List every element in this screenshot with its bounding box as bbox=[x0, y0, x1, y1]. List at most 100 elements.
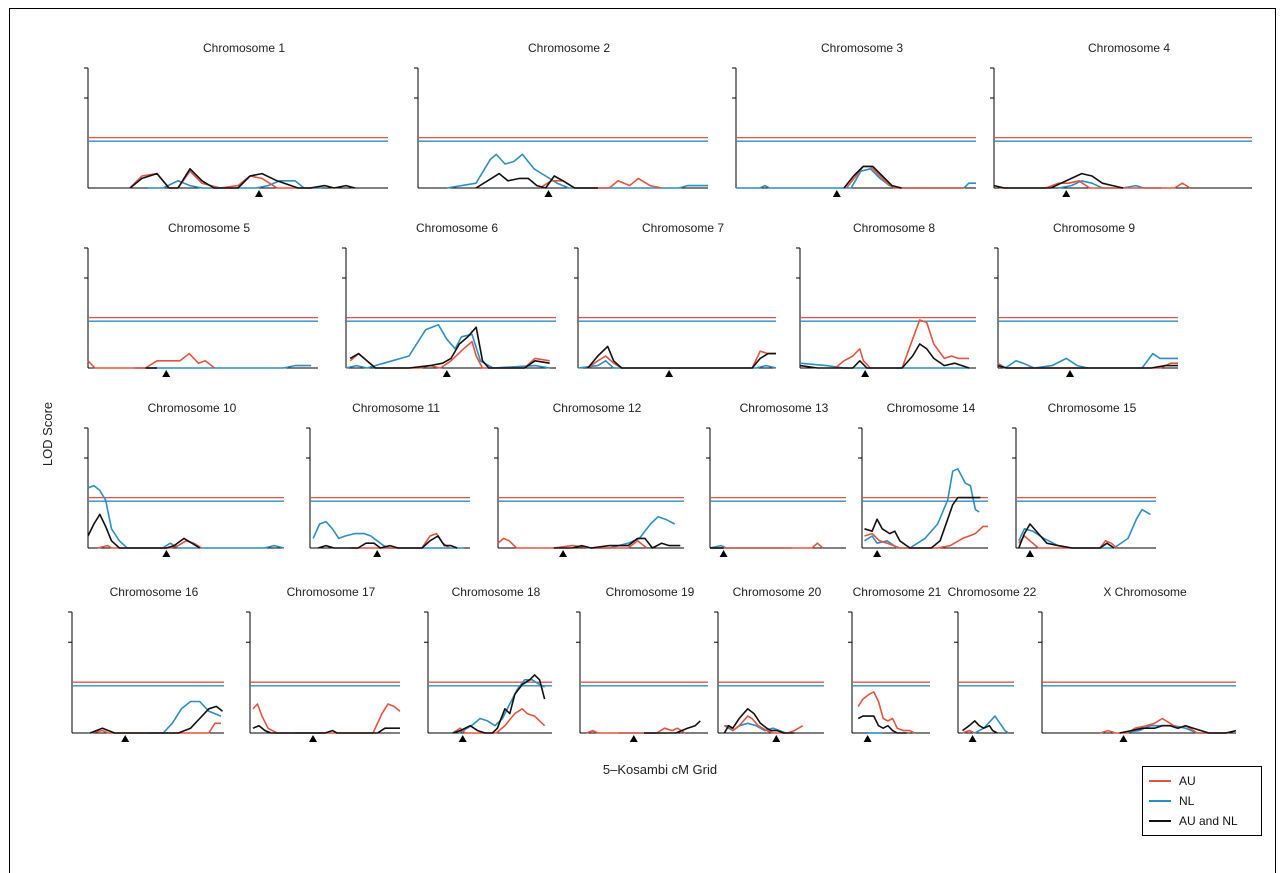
series-line-nl bbox=[148, 700, 222, 734]
centromere-marker bbox=[373, 550, 382, 557]
legend-swatch-au bbox=[1149, 780, 1171, 782]
centromere-marker bbox=[162, 370, 171, 377]
panel-title: Chromosome 11 bbox=[352, 401, 440, 415]
series-line-au-and-nl bbox=[87, 513, 201, 549]
series-line-nl bbox=[134, 364, 312, 369]
centromere-marker bbox=[832, 190, 841, 197]
series-line-au-and-nl bbox=[962, 720, 998, 734]
series-line-au-and-nl bbox=[993, 172, 1124, 189]
legend-label-nl: NL bbox=[1179, 794, 1195, 808]
series-line-au-and-nl bbox=[129, 168, 356, 189]
centromere-marker bbox=[442, 370, 451, 377]
series-line-au bbox=[497, 537, 648, 549]
legend-entry-au-and-nl: AU and NL bbox=[1149, 813, 1238, 829]
series-line-au-and-nl bbox=[997, 364, 1178, 369]
panel-title: Chromosome 2 bbox=[528, 41, 610, 55]
series-line-nl bbox=[723, 722, 787, 734]
centromere-marker bbox=[1066, 370, 1074, 377]
series-line-nl bbox=[577, 360, 777, 369]
panel-title: Chromosome 8 bbox=[853, 221, 935, 235]
panel-title: Chromosome 22 bbox=[948, 585, 1037, 599]
panel-title: Chromosome 4 bbox=[1088, 41, 1170, 55]
series-line-au bbox=[1099, 717, 1237, 734]
series-line-nl bbox=[148, 180, 322, 189]
centromere-marker bbox=[1026, 550, 1034, 557]
chromosome-panel: Chromosome 9 bbox=[994, 221, 1178, 377]
panel-title: Chromosome 21 bbox=[853, 585, 942, 599]
chromosome-panel: Chromosome 6 bbox=[342, 221, 556, 377]
panel-title: Chromosome 6 bbox=[416, 221, 498, 235]
series-line-au bbox=[864, 525, 988, 549]
series-line-nl bbox=[458, 679, 545, 734]
centromere-marker bbox=[309, 735, 317, 742]
panel-title: Chromosome 10 bbox=[148, 401, 237, 415]
legend-label-au-and-nl: AU and NL bbox=[1179, 814, 1238, 828]
panel-title: Chromosome 19 bbox=[606, 585, 695, 599]
series-line-au bbox=[857, 691, 915, 734]
panel-title: Chromosome 18 bbox=[452, 585, 541, 599]
centromere-marker bbox=[559, 550, 568, 557]
chromosome-panel: Chromosome 4 bbox=[990, 41, 1252, 197]
series-line-au bbox=[252, 703, 401, 734]
panel-title: Chromosome 12 bbox=[553, 401, 642, 415]
legend-swatch-au-and-nl bbox=[1149, 820, 1171, 822]
panel-title: Chromosome 7 bbox=[642, 221, 724, 235]
series-line-au bbox=[452, 708, 546, 734]
panel-title: Chromosome 13 bbox=[740, 401, 829, 415]
chromosome-panel: X Chromosome bbox=[1038, 585, 1237, 742]
panel-title: Chromosome 3 bbox=[821, 41, 903, 55]
series-line-au-and-nl bbox=[252, 724, 400, 734]
series-line-au-and-nl bbox=[452, 674, 546, 734]
chromosome-panel: Chromosome 17 bbox=[246, 585, 401, 742]
chromosome-panel: Chromosome 11 bbox=[306, 401, 470, 557]
series-line-nl bbox=[1018, 508, 1151, 549]
figure-frame bbox=[9, 8, 1276, 873]
chromosome-panels: Chromosome 1 Chromosome 2 Chromosome 3 Chro… bbox=[68, 41, 1252, 742]
panel-title: Chromosome 15 bbox=[1048, 401, 1137, 415]
series-line-nl bbox=[736, 168, 976, 189]
panel-title: Chromosome 17 bbox=[287, 585, 376, 599]
series-line-nl bbox=[446, 153, 708, 189]
chromosome-panel: Chromosome 20 bbox=[714, 585, 824, 742]
series-line-au bbox=[539, 177, 662, 189]
series-line-au bbox=[845, 165, 964, 189]
centromere-marker bbox=[458, 735, 467, 742]
series-line-au bbox=[962, 729, 976, 734]
chromosome-panel: Chromosome 2 bbox=[414, 41, 708, 197]
series-line-au-and-nl bbox=[89, 705, 223, 734]
chromosome-panel: Chromosome 19 bbox=[576, 585, 708, 742]
legend-label-au: AU bbox=[1179, 774, 1196, 788]
chromosome-panel: Chromosome 15 bbox=[1012, 401, 1156, 557]
legend-swatch-nl bbox=[1149, 800, 1171, 802]
series-line-au-and-nl bbox=[723, 708, 795, 734]
panel-title: Chromosome 5 bbox=[168, 221, 250, 235]
series-line-au bbox=[834, 319, 969, 369]
series-line-au-and-nl bbox=[799, 343, 970, 369]
centromere-marker bbox=[719, 550, 728, 557]
legend-entry-nl: NL bbox=[1149, 793, 1194, 809]
series-line-au bbox=[710, 542, 824, 549]
chromosome-panel: Chromosome 7 bbox=[574, 221, 777, 377]
centromere-marker bbox=[861, 370, 870, 377]
chromosome-panel: Chromosome 5 bbox=[84, 221, 318, 377]
centromere-marker bbox=[629, 735, 638, 742]
series-line-au-and-nl bbox=[864, 496, 981, 549]
centromere-marker bbox=[255, 190, 263, 197]
series-line-au-and-nl bbox=[475, 172, 598, 189]
chromosome-panel: Chromosome 12 bbox=[494, 401, 684, 557]
legend-entry-au: AU bbox=[1149, 773, 1196, 789]
series-line-au bbox=[87, 352, 215, 369]
chromosome-panel: Chromosome 22 bbox=[948, 585, 1037, 742]
centromere-marker bbox=[873, 550, 882, 557]
centromere-marker bbox=[1119, 735, 1128, 742]
panel-title: Chromosome 1 bbox=[203, 41, 285, 55]
panel-title: Chromosome 9 bbox=[1053, 221, 1135, 235]
series-line-au-and-nl bbox=[1119, 724, 1237, 734]
series-line-au-and-nl bbox=[317, 535, 458, 549]
series-line-au-and-nl bbox=[843, 165, 902, 189]
series-line-au bbox=[350, 532, 450, 549]
chromosome-panel: Chromosome 10 bbox=[84, 401, 285, 557]
series-line-nl bbox=[997, 352, 1178, 369]
centromere-marker bbox=[1062, 190, 1071, 197]
